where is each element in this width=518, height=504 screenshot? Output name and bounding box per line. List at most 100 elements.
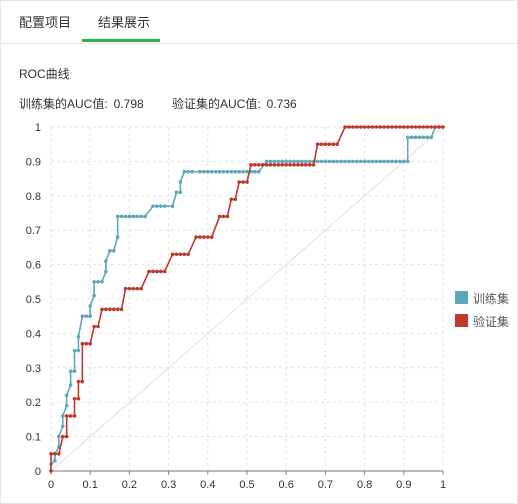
- x-tick-label: 0.5: [239, 479, 254, 491]
- data-point-valid: [315, 142, 320, 146]
- y-tick-label: 0.4: [26, 328, 41, 340]
- y-tick-label: 0.7: [26, 225, 41, 237]
- data-point-train: [198, 169, 202, 174]
- data-point-valid: [127, 286, 132, 291]
- data-point-train: [394, 159, 398, 164]
- data-point-train: [339, 159, 343, 164]
- data-point-train: [143, 214, 147, 219]
- data-point-valid: [233, 197, 238, 202]
- data-point-valid: [111, 307, 116, 312]
- x-tick-label: 0.7: [318, 479, 333, 491]
- tab-config[interactable]: 配置项目: [19, 15, 72, 30]
- data-point-valid: [268, 163, 273, 167]
- data-point-valid: [100, 307, 104, 312]
- data-point-train: [233, 169, 238, 174]
- data-point-valid: [158, 269, 163, 274]
- data-point-valid: [49, 469, 53, 473]
- data-point-valid: [284, 163, 289, 167]
- data-point-train: [292, 159, 296, 164]
- roc-chart: 0 0.1 0.2 0.3 0.4 0.5 0.6 0.7 0.8 0.9 1 0 0.1 0.2 0.3 0…: [26, 122, 446, 491]
- data-point-train: [335, 159, 339, 164]
- data-point-train: [190, 169, 194, 174]
- data-point-valid: [84, 341, 89, 346]
- data-point-valid: [264, 163, 269, 167]
- data-point-train: [88, 314, 92, 318]
- valid-auc-label: 验证集的AUC值:: [172, 97, 261, 111]
- data-point-train: [135, 214, 140, 219]
- data-point-valid: [104, 307, 108, 312]
- data-point-valid: [221, 214, 226, 219]
- data-point-train: [264, 159, 269, 164]
- data-point-train: [398, 159, 402, 164]
- data-point-valid: [68, 414, 73, 418]
- data-point-valid: [249, 163, 253, 167]
- train-auc-value: 0.798: [113, 97, 144, 111]
- section-title: ROC曲线: [19, 67, 70, 81]
- data-point-valid: [72, 414, 77, 418]
- data-point-train: [213, 169, 218, 174]
- data-point-valid: [64, 414, 69, 418]
- data-point-train: [370, 159, 375, 164]
- data-point-train: [362, 159, 367, 164]
- data-point-valid: [123, 286, 128, 291]
- data-point-train: [115, 235, 120, 239]
- y-tick-label: 0: [35, 466, 41, 478]
- data-point-valid: [351, 125, 355, 129]
- data-point-train: [170, 204, 175, 208]
- data-point-train: [80, 314, 85, 318]
- data-point-valid: [151, 269, 155, 274]
- data-point-train: [280, 159, 285, 164]
- data-point-train: [72, 348, 77, 353]
- data-point-train: [421, 135, 426, 140]
- data-point-train: [405, 159, 410, 164]
- tab-results[interactable]: 结果展示: [98, 15, 151, 30]
- data-point-train: [307, 159, 312, 164]
- data-point-train: [284, 159, 289, 164]
- data-point-valid: [115, 307, 120, 312]
- data-point-train: [115, 214, 120, 219]
- data-point-valid: [198, 235, 202, 239]
- data-point-train: [327, 159, 332, 164]
- data-point-train: [72, 369, 77, 374]
- data-point-train: [413, 135, 418, 140]
- data-point-valid: [186, 252, 190, 257]
- data-point-valid: [402, 125, 406, 129]
- data-point-valid: [206, 235, 210, 239]
- data-point-train: [76, 335, 81, 339]
- x-tick-label: 0: [48, 479, 54, 491]
- x-tick-label: 0.4: [200, 479, 215, 491]
- data-point-valid: [139, 286, 143, 291]
- data-point-train: [319, 159, 324, 164]
- data-point-valid: [288, 163, 292, 167]
- data-point-train: [88, 304, 92, 308]
- data-point-train: [92, 293, 96, 298]
- data-point-train: [331, 159, 336, 164]
- data-point-train: [429, 135, 434, 140]
- data-point-valid: [441, 125, 445, 129]
- y-tick-label: 0.5: [26, 294, 41, 306]
- y-tick-label: 0.3: [26, 363, 41, 375]
- data-point-valid: [374, 125, 379, 129]
- data-point-valid: [57, 452, 61, 456]
- data-point-train: [60, 414, 65, 418]
- x-tick-label: 0.8: [357, 479, 372, 491]
- x-tick-label: 0.3: [161, 479, 176, 491]
- data-point-valid: [170, 252, 175, 257]
- data-point-train: [366, 159, 371, 164]
- data-point-train: [425, 135, 430, 140]
- data-point-valid: [394, 125, 398, 129]
- data-point-train: [206, 169, 210, 174]
- data-point-valid: [304, 163, 308, 167]
- y-tick-label: 0.8: [26, 191, 41, 203]
- data-point-valid: [421, 125, 426, 129]
- auc-summary: 训练集的AUC值: 0.798 验证集的AUC值: 0.736: [19, 95, 297, 112]
- data-point-train: [296, 159, 300, 164]
- data-point-train: [209, 169, 214, 174]
- data-point-valid: [49, 452, 53, 456]
- data-point-valid: [76, 379, 81, 384]
- data-point-train: [162, 204, 167, 208]
- data-point-train: [229, 169, 234, 174]
- data-point-valid: [241, 180, 245, 184]
- data-point-train: [96, 280, 100, 284]
- data-point-train: [178, 190, 183, 195]
